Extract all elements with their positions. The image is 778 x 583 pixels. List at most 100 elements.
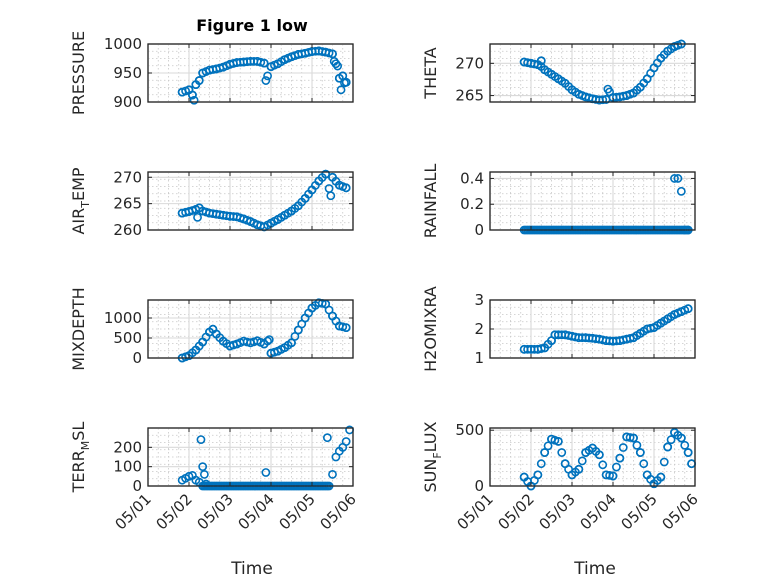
data-point (273, 215, 283, 224)
data-point (261, 468, 271, 477)
y-axis-label: THETA (421, 47, 440, 99)
data-point (581, 448, 591, 457)
data-point (273, 59, 283, 69)
y-tick-label: 900 (113, 93, 142, 111)
x-tick-label: 05/05 (276, 490, 319, 533)
data-point (328, 172, 337, 182)
data-point (608, 471, 618, 481)
data-point (536, 56, 546, 66)
data-point (184, 351, 194, 360)
y-tick-label: 260 (113, 221, 142, 239)
data-point (290, 331, 300, 341)
y-label-main: SUN (421, 459, 440, 493)
x-tick-label: 05/03 (194, 490, 237, 533)
data-point (656, 472, 666, 482)
data-point (326, 191, 336, 201)
data-point (560, 459, 570, 469)
data-point (649, 63, 659, 73)
data-point (594, 450, 604, 460)
markers (177, 298, 351, 363)
data-point (543, 441, 553, 451)
y-tick-label: 500 (455, 421, 484, 439)
y-tick-label: 3 (474, 291, 484, 309)
axes-frame (147, 171, 354, 231)
data-point (588, 443, 597, 453)
subplot-mixdepth: 0 500 1000 MIXDEPTH (69, 287, 354, 371)
y-tick-label: 270 (113, 168, 142, 186)
data-point (656, 318, 666, 328)
data-point (322, 433, 332, 443)
data-point (338, 322, 348, 332)
data-point (293, 325, 303, 335)
data-point (656, 53, 666, 63)
x-tick-label: 05/06 (317, 490, 360, 533)
data-point (676, 433, 686, 443)
y-tick-label: 200 (113, 438, 142, 456)
data-point (666, 435, 676, 445)
data-point (263, 71, 272, 81)
data-point (252, 336, 262, 346)
data-point (341, 437, 351, 446)
data-point (673, 174, 683, 183)
markers (519, 304, 693, 354)
data-point (635, 82, 645, 92)
data-point (663, 46, 673, 56)
x-tick-label: 05/02 (153, 490, 196, 533)
y-label-subscript: F (431, 452, 444, 458)
y-label-main: AIR (69, 208, 88, 235)
data-point (218, 336, 228, 346)
data-point (300, 193, 310, 203)
y-tick-label: 0.4 (460, 169, 484, 187)
x-tick-label: 05/06 (659, 490, 702, 533)
data-point (199, 469, 209, 479)
data-point (567, 85, 577, 95)
y-tick-label: 0 (132, 349, 142, 367)
data-point (211, 329, 221, 339)
x-axis-label-right: Time (573, 559, 616, 579)
subplot-pressure: 900 950 1000 PRESSURE (69, 31, 354, 115)
data-point (547, 69, 556, 79)
data-point (189, 95, 199, 105)
x-tick-label: 05/01 (112, 490, 155, 533)
data-point (553, 436, 563, 446)
data-point (663, 442, 673, 452)
y-tick-label: 100 (113, 458, 142, 476)
y-axis-label: PRESSURE (69, 31, 88, 115)
data-point (307, 185, 317, 195)
x-axis-label-left: Time (230, 559, 273, 579)
data-point (560, 78, 570, 88)
axes-frame (147, 299, 354, 359)
data-point (683, 304, 693, 314)
y-tick-label: 265 (455, 87, 484, 105)
data-point (191, 345, 201, 355)
x-tick-label: 05/04 (235, 490, 278, 533)
data-point (540, 448, 550, 457)
y-tick-label: 0 (474, 221, 484, 239)
data-point (287, 206, 296, 216)
data-point (663, 314, 673, 324)
y-axis-label: RAINFALL (421, 164, 440, 239)
y-label-rest: LUX (421, 421, 440, 452)
data-point (280, 343, 290, 352)
x-tick-label: 05/05 (618, 490, 661, 533)
data-point (603, 84, 613, 94)
y-tick-label: 1 (474, 349, 484, 367)
data-point (649, 479, 659, 489)
y-tick-label: 1000 (104, 35, 142, 53)
data-point (536, 459, 546, 469)
data-point (246, 217, 255, 226)
axes-frame (489, 171, 696, 231)
y-axis-label: AIRTEMP (69, 167, 92, 234)
data-point (333, 61, 343, 71)
data-point (632, 440, 642, 450)
data-point (629, 433, 638, 443)
markers (519, 39, 686, 105)
y-tick-label: 0 (132, 477, 142, 495)
data-point (629, 333, 638, 343)
y-tick-label: 265 (113, 195, 142, 213)
y-tick-label: 0 (474, 477, 484, 495)
data-point (629, 88, 638, 98)
data-point (642, 470, 652, 480)
data-point (198, 462, 208, 472)
